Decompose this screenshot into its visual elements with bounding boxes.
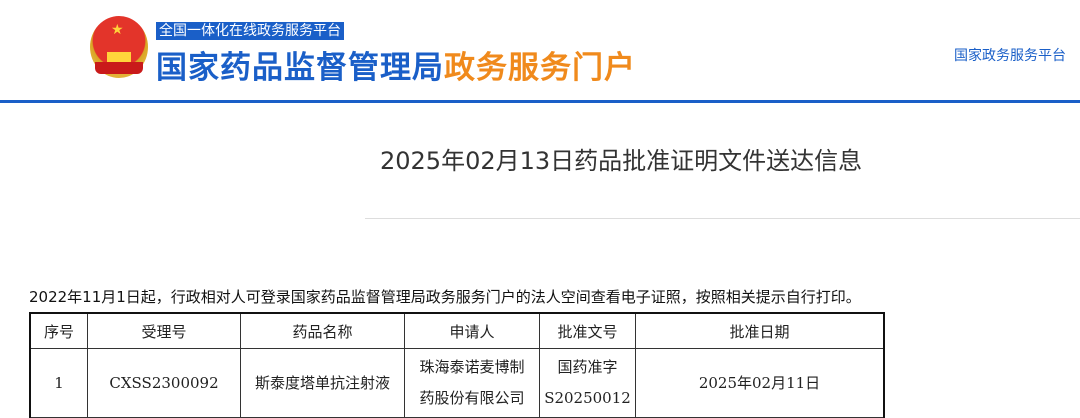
col-drug-name: 药品名称 — [240, 312, 405, 349]
table-header-row: 序号 受理号 药品名称 申请人 批准文号 批准日期 — [29, 312, 885, 349]
table-row: 1 CXSS2300092 斯泰度塔单抗注射液 珠海泰诺麦博制 药股份有限公司 国… — [29, 348, 885, 418]
col-approval-date: 批准日期 — [635, 312, 885, 349]
approval-table: 序号 受理号 药品名称 申请人 批准文号 批准日期 1 CXSS2300092 … — [29, 312, 885, 418]
col-applicant: 申请人 — [404, 312, 540, 349]
page-title: 2025年02月13日药品批准证明文件送达信息 — [380, 147, 863, 175]
site-title-accent: 政务服务门户 — [444, 50, 636, 86]
divider — [365, 218, 1080, 219]
site-header: ★ 全国一体化在线政务服务平台 国家药品监督管理局政务服务门户 国家政务服务平台 — [0, 0, 1080, 103]
notice-text: 2022年11月1日起，行政相对人可登录国家药品监督管理局政务服务门户的法人空间… — [29, 288, 861, 306]
approval-line-1: 国药准字 — [557, 358, 618, 376]
applicant-line-1: 珠海泰诺麦博制 — [419, 358, 525, 376]
site-title-main: 国家药品监督管理局 — [156, 50, 444, 86]
cell-accept-no: CXSS2300092 — [87, 348, 241, 418]
cell-applicant: 珠海泰诺麦博制 药股份有限公司 — [404, 348, 540, 418]
platform-subtitle: 全国一体化在线政务服务平台 — [156, 22, 344, 40]
cell-seq: 1 — [29, 348, 88, 418]
cell-drug-name: 斯泰度塔单抗注射液 — [240, 348, 405, 418]
site-title[interactable]: 国家药品监督管理局政务服务门户 — [156, 42, 636, 87]
national-platform-link[interactable]: 国家政务服务平台 — [954, 48, 1066, 64]
approval-line-2: S20250012 — [544, 389, 631, 407]
col-seq: 序号 — [29, 312, 88, 349]
col-accept-no: 受理号 — [87, 312, 241, 349]
col-approval-no: 批准文号 — [539, 312, 636, 349]
applicant-line-2: 药股份有限公司 — [419, 389, 525, 407]
cell-approval-date: 2025年02月11日 — [635, 348, 885, 418]
cell-approval-no: 国药准字 S20250012 — [539, 348, 636, 418]
emblem-ribbon — [95, 62, 143, 74]
